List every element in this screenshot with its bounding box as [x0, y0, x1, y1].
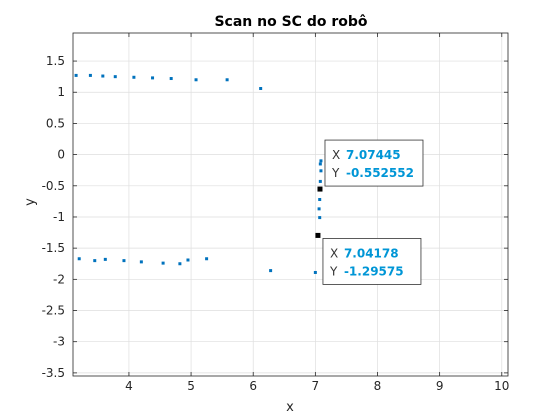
data-point [103, 257, 107, 261]
y-tick-label: -1 [53, 210, 65, 224]
data-point [318, 179, 322, 183]
data-point [93, 259, 97, 263]
data-point [132, 75, 136, 79]
y-tick-label: 1 [57, 85, 65, 99]
x-tick-label: 7 [312, 379, 320, 393]
data-point [77, 257, 81, 261]
x-axis-label: x [286, 400, 294, 415]
grid-lines [73, 33, 508, 376]
y-tick-label: -2.5 [42, 304, 65, 318]
data-point [318, 198, 322, 202]
axis-ticks: 4 5 6 7 8 9 10 1.5 1 0.5 0 -0.5 -1 -1.5 -2 -2.5 -3 -3.5 [42, 33, 509, 393]
datatip-marker [317, 186, 323, 192]
datatip[interactable]: X 7.04178 Y -1.29575 [315, 232, 422, 285]
data-point [205, 257, 209, 261]
datatip-x-value: 7.04178 [344, 246, 399, 260]
data-point [259, 87, 263, 91]
x-tick-label: 6 [249, 379, 257, 393]
data-point [186, 258, 190, 262]
data-point [178, 262, 182, 266]
data-point [318, 216, 322, 220]
datatip-x-label: X [330, 246, 338, 260]
chart-title: Scan no SC do robô [214, 14, 367, 30]
y-tick-label: -2 [53, 272, 65, 286]
data-point [269, 269, 273, 273]
data-point [151, 76, 155, 80]
data-point [122, 259, 126, 263]
datatip[interactable]: X 7.07445 Y -0.552552 [317, 139, 424, 192]
datatip-y-value: -1.29575 [344, 264, 404, 278]
data-point [319, 159, 323, 163]
y-tick-label: 0.5 [46, 116, 65, 130]
data-point [88, 73, 92, 77]
data-point [161, 261, 165, 265]
data-point [313, 270, 317, 274]
x-tick-label: 5 [187, 379, 195, 393]
datatip-x-label: X [332, 148, 340, 162]
y-tick-label: -3 [53, 335, 65, 349]
data-point [101, 74, 105, 78]
data-point [74, 73, 78, 77]
x-tick-label: 8 [374, 379, 382, 393]
plot-frame [72, 32, 509, 377]
data-point [317, 207, 321, 211]
data-point [139, 260, 143, 264]
data-point [169, 77, 173, 81]
y-tick-label: 1.5 [46, 54, 65, 68]
data-point [318, 162, 322, 166]
y-tick-label: -1.5 [42, 241, 65, 255]
y-tick-label: -0.5 [42, 179, 65, 193]
datatip-y-value: -0.552552 [346, 166, 414, 180]
data-point [319, 169, 323, 173]
datatip-marker [315, 232, 321, 238]
x-tick-label: 10 [494, 379, 509, 393]
datatip-y-label: Y [329, 264, 338, 278]
plot-area [73, 33, 508, 376]
x-tick-label: 9 [436, 379, 444, 393]
data-point [194, 78, 198, 82]
data-point [225, 78, 229, 82]
x-tick-label: 4 [125, 379, 133, 393]
datatip-box [322, 238, 422, 285]
datatip-box [324, 139, 424, 187]
datatip-y-label: Y [331, 166, 340, 180]
datatip-x-value: 7.07445 [346, 148, 401, 162]
data-point [113, 75, 117, 79]
y-tick-label: -3.5 [42, 366, 65, 380]
y-axis-label: y [23, 198, 38, 206]
datatips: X 7.07445 Y -0.552552 X 7.04178 Y -1.29575 [315, 139, 424, 285]
y-tick-label: 0 [57, 148, 65, 162]
